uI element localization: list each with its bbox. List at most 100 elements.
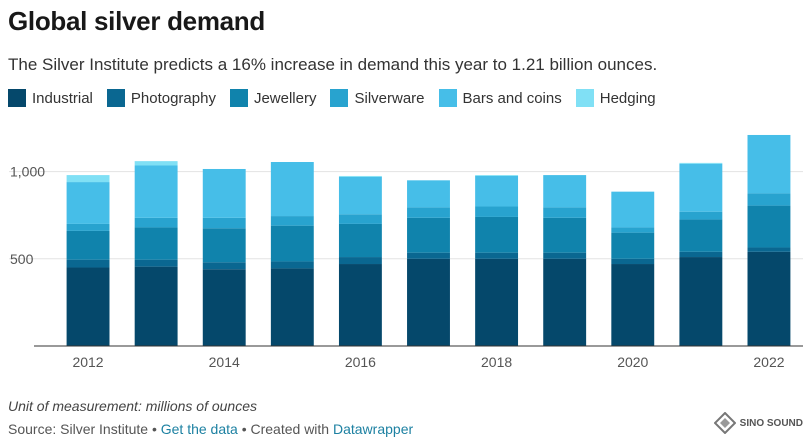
bar-segment [611,258,655,265]
bar-segment [66,267,110,346]
bar-segment [475,175,519,176]
bar-segment [134,165,178,218]
watermark-text: SINO SOUND [739,417,803,429]
legend-item-photography: Photography [106,89,216,107]
bar-segment [611,227,655,233]
bar-segment [202,217,246,229]
legend-swatch-hedging [575,89,594,107]
x-tick-label: 2020 [617,354,648,370]
x-tick-label: 2012 [72,354,103,370]
bar-segment [679,162,723,164]
bar-segment [66,230,110,260]
bar-segment [407,217,450,253]
legend-swatch-silverware [330,89,349,107]
bar-segment [679,211,723,220]
bar-segment [270,261,314,269]
bar-segment [338,214,382,224]
legend-label-hedging: Hedging [599,89,656,107]
legend-label-photography: Photography [130,89,216,107]
source-line: Source: Silver Institute • Get the data … [8,421,413,437]
bar-segment [543,252,587,259]
legend-item-jewellery: Jewellery [229,89,317,107]
legend-item-hedging: Hedging [575,89,656,107]
legend-item-silverware: Silverware [330,89,425,107]
y-tick-label: 1,000 [10,164,45,180]
legend: Industrial Photography Jewellery Silverw… [8,89,670,107]
x-tick-label: 2018 [481,354,512,370]
y-tick-label: 500 [10,251,34,267]
bar-segment [679,257,723,346]
created-with-text: Created with [250,421,333,437]
bar-segment [202,228,246,263]
bar-segment [202,262,246,270]
diamond-logo-icon [713,412,736,434]
bar-segment [679,219,723,252]
bar-segment [66,259,110,268]
bar-segment [747,205,791,248]
bar-segment [611,264,655,346]
bar-segment [338,223,382,258]
bar-segment [747,134,791,194]
bar-segment [475,258,519,346]
bar-segment [475,216,519,253]
bar-segment [270,162,314,217]
bar-segment [202,168,246,218]
bar-segment [679,163,723,212]
legend-swatch-photography [106,89,125,107]
bar-segment [543,217,587,253]
bar-segment [407,180,450,208]
bar-segment [475,252,519,259]
chart-title: Global silver demand [8,6,265,36]
bar-segment [611,232,655,259]
bar-segment [747,247,791,252]
bar-segment [475,175,519,207]
x-tick-label: 2014 [209,354,240,370]
bar-segment [338,257,382,265]
stacked-bar-chart: 500 1,000 2012 2014 2016 2018 2020 2022 [9,134,803,370]
bar-segment [338,176,382,215]
bar-segment [611,191,655,228]
bar-segment [270,225,314,262]
legend-item-bars-and-coins: Bars and coins [438,89,562,107]
bar-segment [270,268,314,346]
source-text: Source: Silver Institute [8,421,149,437]
bar-segment [66,223,110,231]
legend-label-silverware: Silverware [354,89,425,107]
bar-segment [134,217,178,228]
bar-segment [543,175,587,208]
legend-swatch-industrial [8,89,26,107]
source-separator: • [148,421,161,437]
legend-swatch-jewellery [229,89,248,107]
bar-segment [679,251,723,258]
bar-segment [747,251,791,346]
bar-segment [134,227,178,260]
get-the-data-link[interactable]: Get the data [160,421,238,437]
bar-segment [747,193,791,206]
legend-item-industrial: Industrial [8,89,93,107]
bar-segment [134,161,178,166]
unit-footnote: Unit of measurement: millions of ounces [8,398,257,414]
bar-segment [543,207,587,218]
bar-segment [134,259,178,267]
chart-subtitle: The Silver Institute predicts a 16% incr… [8,55,658,74]
bar-segment [338,264,382,346]
legend-swatch-bars-and-coins [438,89,457,107]
source-separator: • [237,421,251,437]
bar-segment [66,182,110,224]
bar-segment [270,216,314,226]
bar-segment [338,175,382,177]
x-tick-label: 2022 [753,354,784,370]
legend-label-industrial: Industrial [32,89,93,107]
legend-label-jewellery: Jewellery [253,89,317,107]
legend-label-bars-and-coins: Bars and coins [462,89,562,107]
watermark: SINO SOUND [713,412,803,434]
bar-segment [475,206,519,217]
datawrapper-link[interactable]: Datawrapper [332,421,414,437]
bar-segment [66,175,110,183]
bar-segment [134,266,178,346]
bar-segment [407,252,450,259]
bar-segment [202,269,246,346]
bar-segment [543,258,587,346]
bar-segment [407,258,450,346]
bar-segment [407,207,450,218]
